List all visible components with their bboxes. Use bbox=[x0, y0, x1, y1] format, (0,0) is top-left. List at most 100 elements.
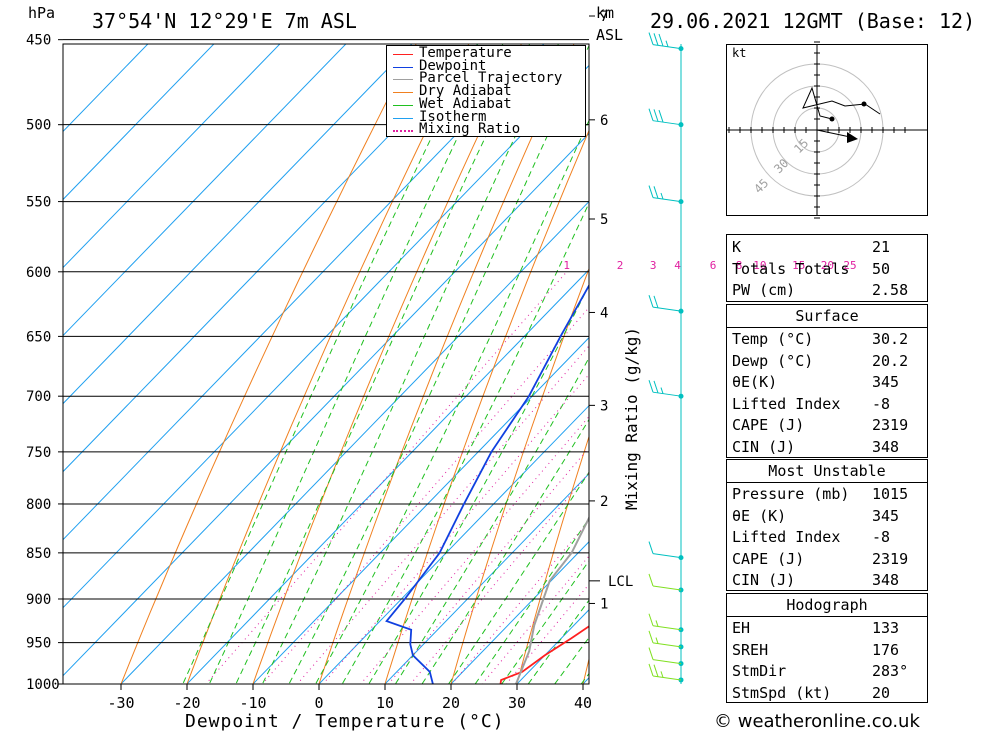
pressure-tick-label: 850 bbox=[26, 546, 51, 562]
index-key: K bbox=[732, 238, 742, 256]
x-tick-label: 40 bbox=[574, 694, 592, 712]
wind-barb-flag bbox=[648, 573, 654, 587]
mixing-ratio-line bbox=[296, 345, 589, 684]
pressure-tick-label: 600 bbox=[26, 265, 51, 281]
wind-barb bbox=[648, 663, 684, 683]
mixing-ratio-label: 4 bbox=[674, 259, 681, 272]
legend-entry: Dewpoint bbox=[387, 59, 585, 74]
mixing-ratio-label: 10 bbox=[753, 259, 766, 272]
wind-barb-flag bbox=[658, 33, 664, 47]
wind-barb bbox=[648, 630, 684, 650]
legend-swatch bbox=[393, 66, 413, 68]
wet-adiabat-line bbox=[447, 471, 589, 684]
dry-adiabat-line bbox=[120, 44, 417, 684]
hodo-value: 20 bbox=[872, 683, 891, 702]
x-tick-label: -10 bbox=[239, 694, 266, 712]
km-tick-label: 5 bbox=[600, 212, 608, 228]
mixing-ratio-label: 2 bbox=[617, 259, 624, 272]
wind-barb-flag bbox=[648, 295, 654, 308]
hodo-key: SREH bbox=[732, 640, 769, 659]
unstable-key: Lifted Index bbox=[732, 528, 841, 547]
wind-barb-halfflag bbox=[660, 671, 664, 678]
legend-label: Wet Adiabat bbox=[419, 95, 512, 112]
surface-row: CIN (J) 348 bbox=[727, 436, 927, 457]
pressure-tick-label: 650 bbox=[26, 329, 51, 345]
lcl-label: LCL bbox=[608, 574, 633, 590]
pressure-tick-label: 1000 bbox=[26, 677, 60, 693]
mixing-ratio-label: 15 bbox=[792, 259, 805, 272]
pressure-tick-label: 800 bbox=[26, 497, 51, 513]
wind-barb bbox=[648, 573, 684, 593]
unstable-row: Lifted Index -8 bbox=[727, 526, 927, 547]
pressure-tick-label: 500 bbox=[26, 118, 51, 134]
wet-adiabat-line bbox=[368, 284, 589, 684]
height-unit-label: km bbox=[596, 4, 615, 22]
wind-barb-flag bbox=[653, 33, 659, 46]
legend-entry: Temperature bbox=[387, 46, 585, 61]
surface-key: CAPE (J) bbox=[732, 416, 805, 435]
height-unit-sub-label: ASL bbox=[596, 26, 624, 44]
legend-swatch bbox=[393, 54, 413, 55]
mixing-ratio-label: 1 bbox=[563, 259, 570, 272]
wet-adiabat-line bbox=[235, 44, 531, 684]
x-tick-label: 30 bbox=[508, 694, 526, 712]
wet-adiabat-line bbox=[288, 44, 589, 684]
pressure-tick-label: 750 bbox=[26, 445, 51, 461]
index-row: Totals Totals 50 bbox=[727, 258, 927, 279]
wind-barb-staff bbox=[652, 675, 682, 681]
legend-swatch bbox=[393, 79, 413, 81]
wind-barb-halfflag bbox=[665, 40, 669, 47]
unstable-row: Pressure (mb) 1015 bbox=[727, 483, 927, 504]
unstable-value: 345 bbox=[872, 506, 900, 525]
dewpoint-profile bbox=[385, 283, 589, 684]
wind-barb-staff bbox=[652, 306, 682, 312]
most-unstable-title: Most Unstable bbox=[768, 462, 886, 480]
legend-swatch bbox=[393, 104, 413, 106]
wind-barb-halfflag bbox=[660, 192, 664, 200]
surface-row: θE(K) 345 bbox=[727, 371, 927, 392]
wind-barb bbox=[648, 541, 684, 561]
mixing-ratio-label: 25 bbox=[843, 259, 856, 272]
surface-value: -8 bbox=[872, 394, 891, 413]
km-tick-label: 1 bbox=[600, 596, 608, 612]
wind-barb-flag bbox=[648, 630, 654, 644]
wind-barb-flag bbox=[648, 185, 654, 198]
km-tick-label: 2 bbox=[600, 494, 608, 510]
unstable-value: 1015 bbox=[872, 485, 909, 503]
x-tick-label: -30 bbox=[107, 694, 134, 712]
surface-title: Surface bbox=[795, 307, 859, 325]
isotherm-line bbox=[120, 200, 589, 684]
km-tick-label: 4 bbox=[600, 305, 608, 321]
mixing-ratio-label: 20 bbox=[821, 259, 834, 272]
pressure-tick-label: 900 bbox=[26, 592, 51, 608]
hodo-row: StmDir 283° bbox=[727, 660, 927, 681]
surface-row: Lifted Index -8 bbox=[727, 393, 927, 414]
index-row: K 21 bbox=[727, 236, 927, 257]
legend-swatch bbox=[393, 117, 413, 119]
wet-adiabat-line bbox=[261, 44, 560, 684]
legend-entry: Wet Adiabat bbox=[387, 95, 585, 112]
pressure-tick-label: 950 bbox=[26, 636, 51, 652]
surface-value: 345 bbox=[872, 373, 900, 392]
dry-adiabat-line bbox=[450, 267, 589, 684]
unstable-value: -8 bbox=[872, 528, 891, 547]
unstable-value: 2319 bbox=[872, 549, 909, 568]
datetime-title: 29.06.2021 12GMT (Base: 12) bbox=[650, 9, 976, 33]
dry-adiabat-line bbox=[186, 44, 470, 684]
legend-label: Parcel Trajectory bbox=[419, 70, 563, 87]
surface-key: θE(K) bbox=[732, 373, 778, 392]
isotherm-line bbox=[450, 541, 589, 684]
index-key: PW (cm) bbox=[732, 281, 796, 300]
wind-barb-halfflag bbox=[655, 637, 659, 644]
isotherm-line bbox=[318, 404, 589, 684]
isotherm-line bbox=[384, 472, 589, 684]
isotherm-line bbox=[252, 336, 589, 684]
index-row: PW (cm) 2.58 bbox=[727, 279, 927, 300]
mixing-ratio-label: 3 bbox=[650, 259, 657, 272]
dry-adiabat-line bbox=[252, 44, 522, 684]
wind-barb-staff bbox=[652, 197, 682, 203]
wind-barb bbox=[648, 108, 684, 128]
mixing-ratio-line bbox=[359, 415, 589, 684]
wind-barb-flag bbox=[648, 663, 654, 677]
